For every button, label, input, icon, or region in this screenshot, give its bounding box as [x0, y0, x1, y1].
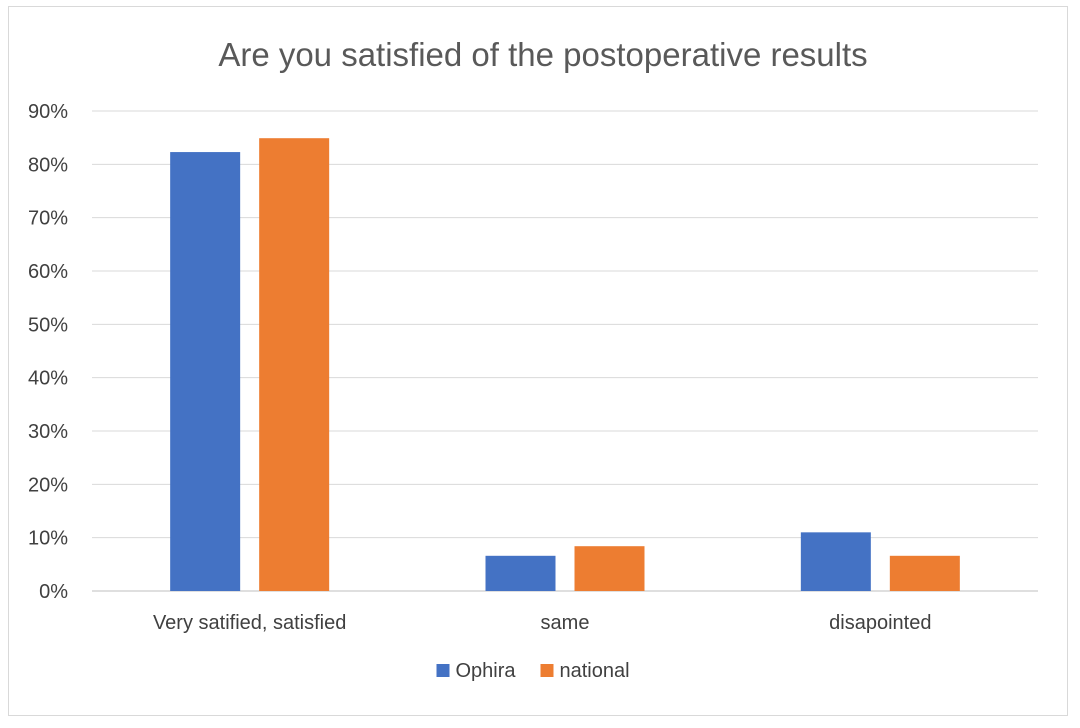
y-axis-ticks: 0% 10% 20% 30% 40% 50% 60% 70% 80% 90% — [28, 101, 68, 603]
y-tick-label: 90% — [28, 101, 68, 123]
bar-ophira-1 — [485, 555, 556, 591]
y-tick-label: 70% — [28, 208, 68, 230]
gridlines — [92, 110, 1038, 592]
bar-ophira-0 — [170, 152, 241, 592]
y-tick-label: 60% — [28, 261, 68, 283]
legend-swatch-national — [540, 664, 554, 677]
legend-label-ophira: Ophira — [456, 660, 517, 682]
legend: Ophira national — [436, 660, 630, 682]
y-tick-label: 40% — [28, 368, 68, 390]
bar-national-1 — [574, 546, 645, 591]
y-tick-label: 50% — [28, 314, 68, 336]
x-tick-label: same — [541, 612, 590, 634]
x-tick-label: Very satified, satisfied — [153, 612, 346, 634]
bar-national-2 — [889, 555, 960, 591]
legend-label-national: national — [560, 660, 630, 682]
chart-title: Are you satisfied of the postoperative r… — [218, 36, 867, 73]
bar-national-0 — [259, 138, 330, 591]
y-tick-label: 20% — [28, 474, 68, 496]
y-tick-label: 10% — [28, 528, 68, 550]
legend-swatch-ophira — [436, 664, 450, 677]
y-tick-label: 30% — [28, 421, 68, 443]
x-axis-ticks: Very satified, satisfied same disapointed — [153, 612, 932, 634]
bars — [170, 138, 960, 592]
y-tick-label: 0% — [39, 581, 68, 603]
y-tick-label: 80% — [28, 154, 68, 176]
x-tick-label: disapointed — [829, 612, 931, 634]
bar-ophira-2 — [800, 532, 871, 591]
